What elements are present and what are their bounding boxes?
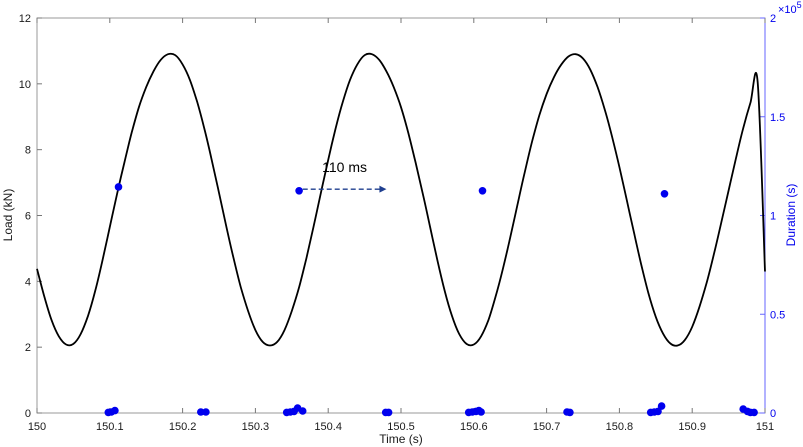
duration-point <box>111 406 119 415</box>
y-tick-label: 8 <box>25 145 31 157</box>
duration-point <box>477 408 485 416</box>
y-tick-label: 4 <box>25 276 31 288</box>
x-tick-label: 151 <box>756 421 774 433</box>
y-tick-label: 10 <box>19 79 31 91</box>
y-tick-label: 6 <box>25 211 31 223</box>
x-tick-label: 150.5 <box>387 421 415 433</box>
x-tick-label: 150.8 <box>606 421 634 433</box>
duration-point <box>478 187 487 195</box>
duration-point <box>114 183 123 191</box>
duration-point <box>750 408 758 417</box>
duration-point <box>202 408 210 416</box>
series-layer <box>36 52 766 417</box>
duration-point <box>657 402 666 410</box>
y-tick-label: 12 <box>19 13 31 25</box>
duration-point <box>298 407 307 415</box>
x-axis-label: Time (s) <box>379 432 423 446</box>
load-series-line <box>36 52 766 347</box>
y-axis-label: Load (kN) <box>1 189 15 242</box>
duration-point <box>660 190 669 198</box>
annotation-label: 110 ms <box>322 159 367 175</box>
y-tick-label: 0 <box>25 408 31 420</box>
annotation-arrow <box>302 185 387 193</box>
annotation-arrow-head <box>379 185 387 193</box>
duration-point <box>384 408 393 417</box>
x-tick-label: 150 <box>28 421 46 433</box>
y2-axis-label: Duration (s) <box>784 184 798 247</box>
y-tick-label: 2 <box>25 342 31 354</box>
duration-point <box>295 187 303 195</box>
y2-exponent-power: 5 <box>797 0 802 10</box>
y2-exponent-base: ×10 <box>778 4 797 16</box>
y2-tick-label: 1 <box>770 211 776 223</box>
x-tick-label: 150.4 <box>314 421 342 433</box>
tick-labels: 150 150.1 150.2 150.3 150.4 150.5 150.6 150.7 15… <box>19 13 786 433</box>
y2-tick-label: 1.5 <box>770 112 785 124</box>
x-tick-label: 150.3 <box>242 421 270 433</box>
y2-tick-label: 2 <box>770 13 776 25</box>
y2-tick-label: 0.5 <box>770 309 785 321</box>
plot-area-frame <box>36 17 766 414</box>
x-tick-label: 150.2 <box>169 421 197 433</box>
x-tick-label: 150.1 <box>96 421 124 433</box>
duration-point <box>654 407 662 416</box>
y2-exponent: ×105 <box>778 0 802 16</box>
tick-marks <box>36 17 766 414</box>
x-tick-label: 150.9 <box>678 421 706 433</box>
duration-point <box>566 408 574 417</box>
x-tick-label: 150.6 <box>460 421 488 433</box>
x-tick-label: 150.7 <box>533 421 561 433</box>
y2-tick-label: 0 <box>770 408 776 420</box>
